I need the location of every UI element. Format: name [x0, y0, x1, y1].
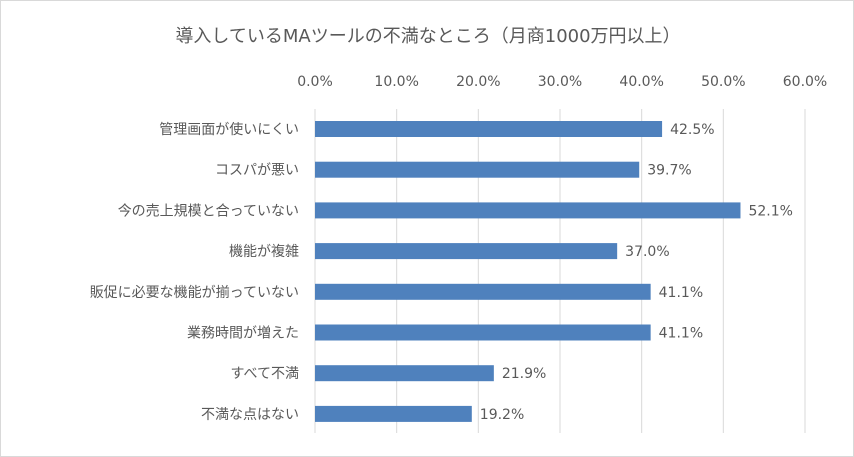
data-label: 42.5% [670, 122, 714, 138]
category-label: コスパが悪い [215, 163, 299, 179]
chart-title: 導入しているMAツールの不満なところ（月商1000万円以上） [175, 26, 680, 47]
bar [315, 121, 663, 137]
x-tick-label: 20.0% [456, 74, 500, 90]
data-label: 41.1% [659, 285, 703, 301]
data-label: 37.0% [625, 244, 669, 260]
gridlines [314, 109, 806, 433]
category-labels: 管理画面が使いにくいコスパが悪い今の売上規模と合っていない機能が複雑販促に必要な… [90, 121, 299, 423]
x-tick-label: 0.0% [297, 74, 333, 90]
data-label: 41.1% [659, 326, 703, 342]
bar [315, 324, 651, 341]
bar [315, 405, 472, 422]
x-tick-label: 40.0% [619, 74, 663, 90]
category-label: すべて不満 [231, 366, 299, 382]
bars [315, 121, 741, 422]
category-label: 機能が複雑 [229, 243, 299, 260]
category-label: 管理画面が使いにくい [159, 121, 299, 138]
category-label: 販促に必要な機能が揃っていない [90, 285, 299, 301]
category-label: 不満な点はない [201, 407, 299, 423]
x-tick-label: 10.0% [374, 74, 418, 90]
x-tick-label: 30.0% [538, 74, 582, 90]
data-label: 21.9% [502, 366, 546, 382]
category-label: 今の売上規模と合っていない [118, 203, 299, 219]
data-label: 39.7% [647, 163, 691, 179]
data-label: 19.2% [480, 407, 524, 423]
bar [315, 161, 640, 178]
bar [315, 283, 651, 300]
x-axis-ticks: 0.0% 10.0% 20.0% 30.0% 40.0% 50.0% 60.0% [297, 74, 827, 90]
bar [315, 202, 741, 219]
data-labels: 42.5% 39.7% 52.1% 37.0% 41.1% 41.1% 21.9% 19.2% [480, 122, 793, 423]
x-tick-label: 50.0% [701, 74, 745, 90]
category-label: 業務時間が増えた [187, 326, 299, 342]
x-tick-label: 60.0% [783, 74, 827, 90]
data-label: 52.1% [748, 203, 792, 219]
bar [315, 365, 494, 382]
bar [315, 243, 618, 260]
